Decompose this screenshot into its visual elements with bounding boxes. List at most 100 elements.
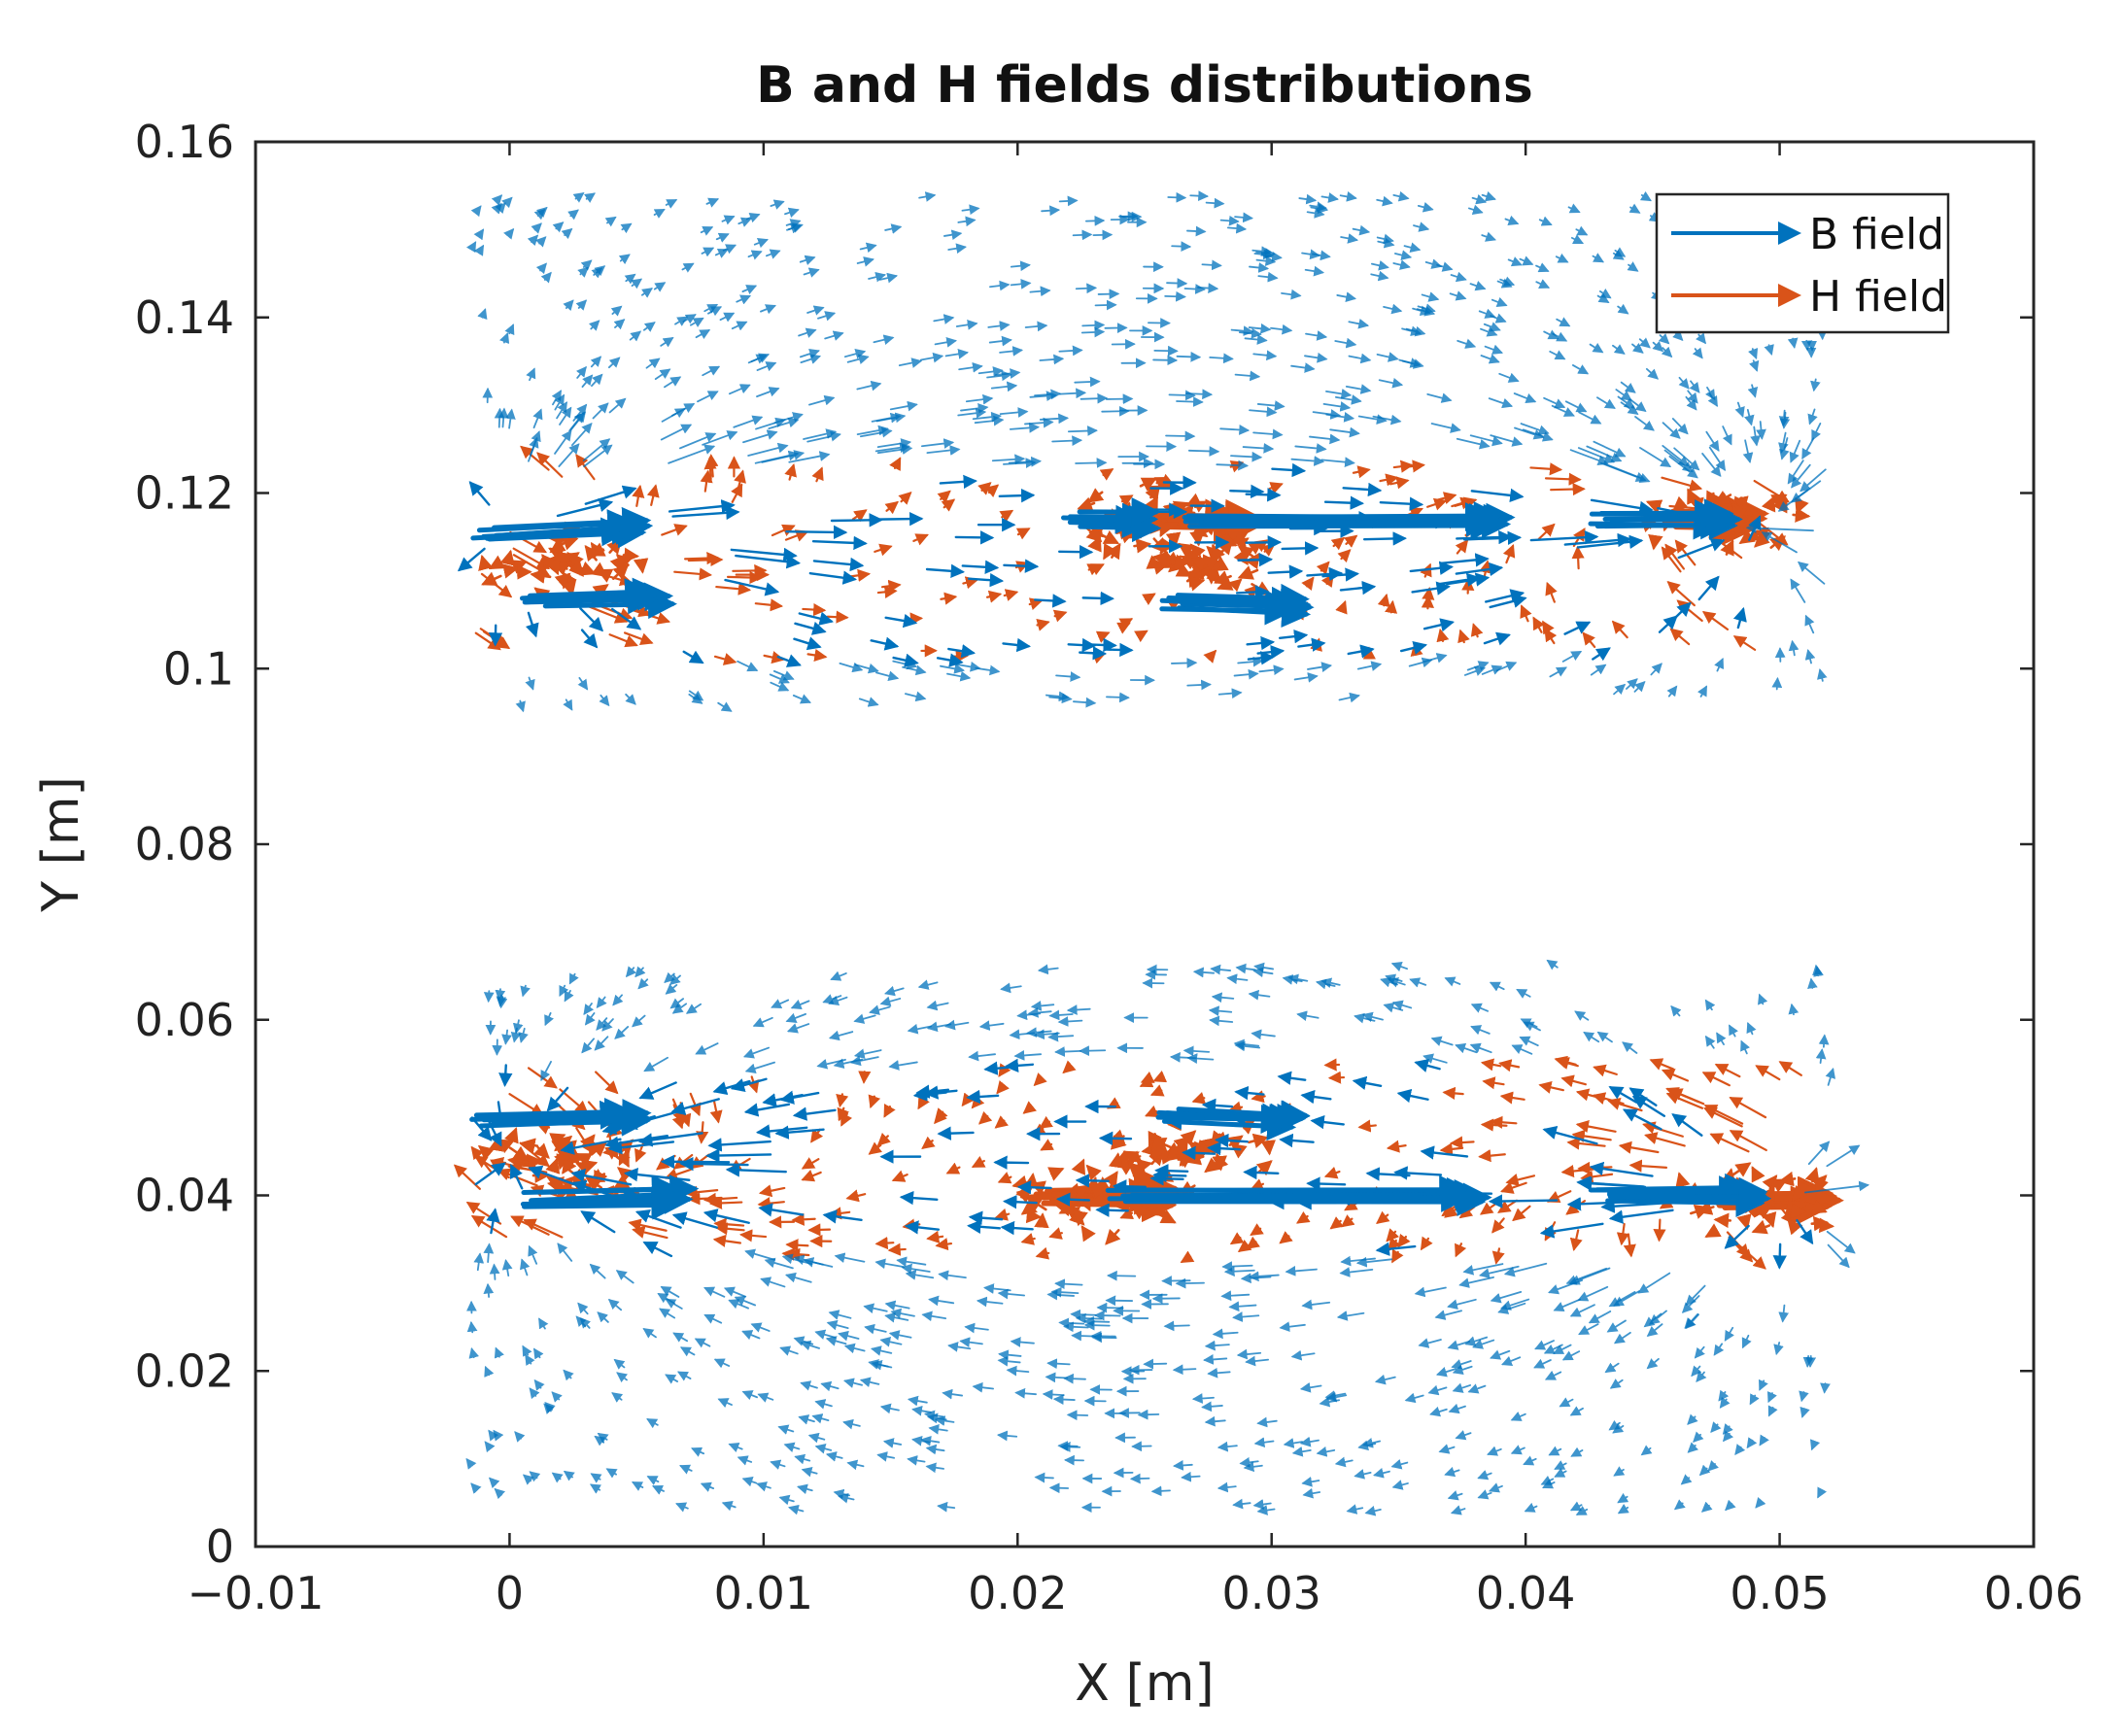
b-field-arrow — [717, 701, 733, 712]
b-field-arrow — [799, 255, 816, 265]
b-field-arrow — [465, 241, 477, 254]
h-field-arrow — [1545, 581, 1558, 603]
b-field-arrow — [491, 194, 503, 206]
x-tick-label: 0 — [496, 1567, 524, 1619]
b-field-arrow — [1143, 1358, 1168, 1370]
b-field-arrow — [864, 1323, 887, 1335]
y-tick-label: 0.04 — [135, 1170, 234, 1222]
b-field-arrow — [1646, 1323, 1663, 1337]
h-field-cluster-arrow — [1237, 565, 1259, 580]
b-field-arrow — [1131, 1441, 1152, 1452]
h-field-arrow — [802, 602, 827, 617]
b-field-arrow — [1055, 671, 1081, 682]
h-field-arrow — [1669, 628, 1691, 646]
h-field-arrow — [1422, 586, 1435, 602]
h-field-cluster-arrow — [602, 1143, 619, 1159]
h-field-cluster-arrow — [522, 1154, 544, 1170]
b-field-arrow — [1734, 401, 1745, 418]
b-field-arrow — [1348, 318, 1370, 329]
b-field-arrow — [1713, 1343, 1725, 1356]
h-field-arrow — [623, 631, 654, 646]
b-field-arrow — [1093, 1310, 1121, 1321]
h-field-arrow — [1616, 1222, 1629, 1246]
b-field-arrow — [1080, 392, 1109, 404]
h-field-cluster-arrow — [1173, 1136, 1190, 1152]
b-field-arrow — [705, 1148, 772, 1163]
h-field-arrow — [952, 650, 970, 664]
h-field-cluster-arrow — [1804, 1167, 1820, 1184]
h-field-cluster-arrow — [481, 571, 502, 586]
h-field-cluster-arrow — [1139, 477, 1158, 492]
b-field-arrow — [1105, 642, 1134, 658]
h-field-cluster-arrow — [1697, 1200, 1715, 1215]
h-field-arrow — [715, 582, 752, 596]
h-field-cluster-arrow — [546, 1175, 567, 1191]
h-field-arrow — [687, 1192, 723, 1206]
h-field-arrow — [1036, 618, 1050, 631]
b-field-arrow — [1094, 299, 1117, 311]
h-field-arrow — [523, 1218, 564, 1239]
b-field-arrow — [1048, 1482, 1070, 1494]
h-field-arrow — [1139, 1075, 1154, 1088]
b-field-arrow — [483, 1242, 495, 1264]
x-tick-label: 0.05 — [1730, 1567, 1829, 1619]
h-field-cluster-arrow — [545, 1157, 561, 1174]
h-field-arrow — [1497, 1199, 1519, 1213]
b-field-arrow — [1112, 1179, 1147, 1194]
h-field-cluster-arrow — [545, 558, 560, 576]
b-field-arrow — [483, 990, 495, 1004]
b-field-arrow — [670, 1098, 720, 1115]
h-field-arrow — [708, 1196, 743, 1210]
b-field-arrow — [1237, 656, 1264, 667]
b-field-arrow — [1510, 1412, 1526, 1421]
b-field-arrow — [1575, 1505, 1589, 1515]
b-field-strong-arrow — [1608, 1176, 1768, 1207]
b-field-arrow — [769, 673, 790, 684]
h-field-arrow — [1729, 1130, 1767, 1152]
b-field-arrow — [1813, 966, 1824, 977]
h-field-arrow — [876, 1132, 891, 1146]
x-tick-label: 0.03 — [1222, 1567, 1321, 1619]
b-field-arrow — [532, 408, 543, 429]
h-field-arrow — [1335, 599, 1348, 615]
h-field-arrow — [1755, 1065, 1781, 1081]
b-field-arrow — [825, 1336, 847, 1346]
h-field-arrow — [1566, 1137, 1606, 1150]
h-field-arrow — [1455, 539, 1469, 555]
h-field-cluster-arrow — [1720, 539, 1734, 557]
h-field-arrow — [1732, 635, 1757, 651]
b-field-arrow — [794, 1453, 811, 1465]
h-field-arrow — [632, 1226, 668, 1240]
b-field-arrow — [812, 557, 865, 572]
b-field-arrow — [1189, 190, 1210, 202]
b-field-arrow — [1175, 1277, 1205, 1289]
b-field-arrow — [771, 999, 790, 1009]
b-field-arrow — [1052, 1394, 1076, 1405]
h-field-arrow — [1118, 494, 1134, 507]
b-field-arrow — [722, 244, 737, 255]
h-field-cluster-arrow — [1047, 1167, 1065, 1181]
b-field-arrow — [1281, 541, 1320, 556]
h-field-cluster-arrow — [554, 549, 572, 565]
h-field-arrow — [1628, 1159, 1668, 1173]
h-field-cluster-arrow — [1114, 1197, 1136, 1213]
h-field-arrow — [1571, 545, 1585, 570]
h-field-arrow — [977, 482, 992, 495]
b-field-arrow — [730, 1077, 768, 1093]
y-tick-label: 0.06 — [135, 994, 234, 1046]
b-field-arrow — [1171, 241, 1192, 252]
b-field-arrow — [879, 1336, 903, 1347]
b-field-arrow — [1523, 1455, 1537, 1466]
h-field-cluster-arrow — [1068, 1184, 1090, 1200]
h-field-cluster-arrow — [530, 568, 552, 584]
b-field-arrow — [1563, 621, 1592, 635]
h-field-arrow — [994, 1115, 1009, 1129]
b-field-arrow — [1235, 585, 1270, 599]
h-field-arrow — [1560, 1074, 1587, 1088]
h-field-arrow — [1661, 476, 1703, 493]
b-field-arrow — [1529, 529, 1599, 545]
b-field-arrow — [525, 611, 539, 638]
h-field-cluster-arrow — [1751, 1219, 1771, 1235]
h-field-arrow — [1119, 1207, 1135, 1220]
h-field-cluster-arrow — [1731, 1162, 1752, 1177]
